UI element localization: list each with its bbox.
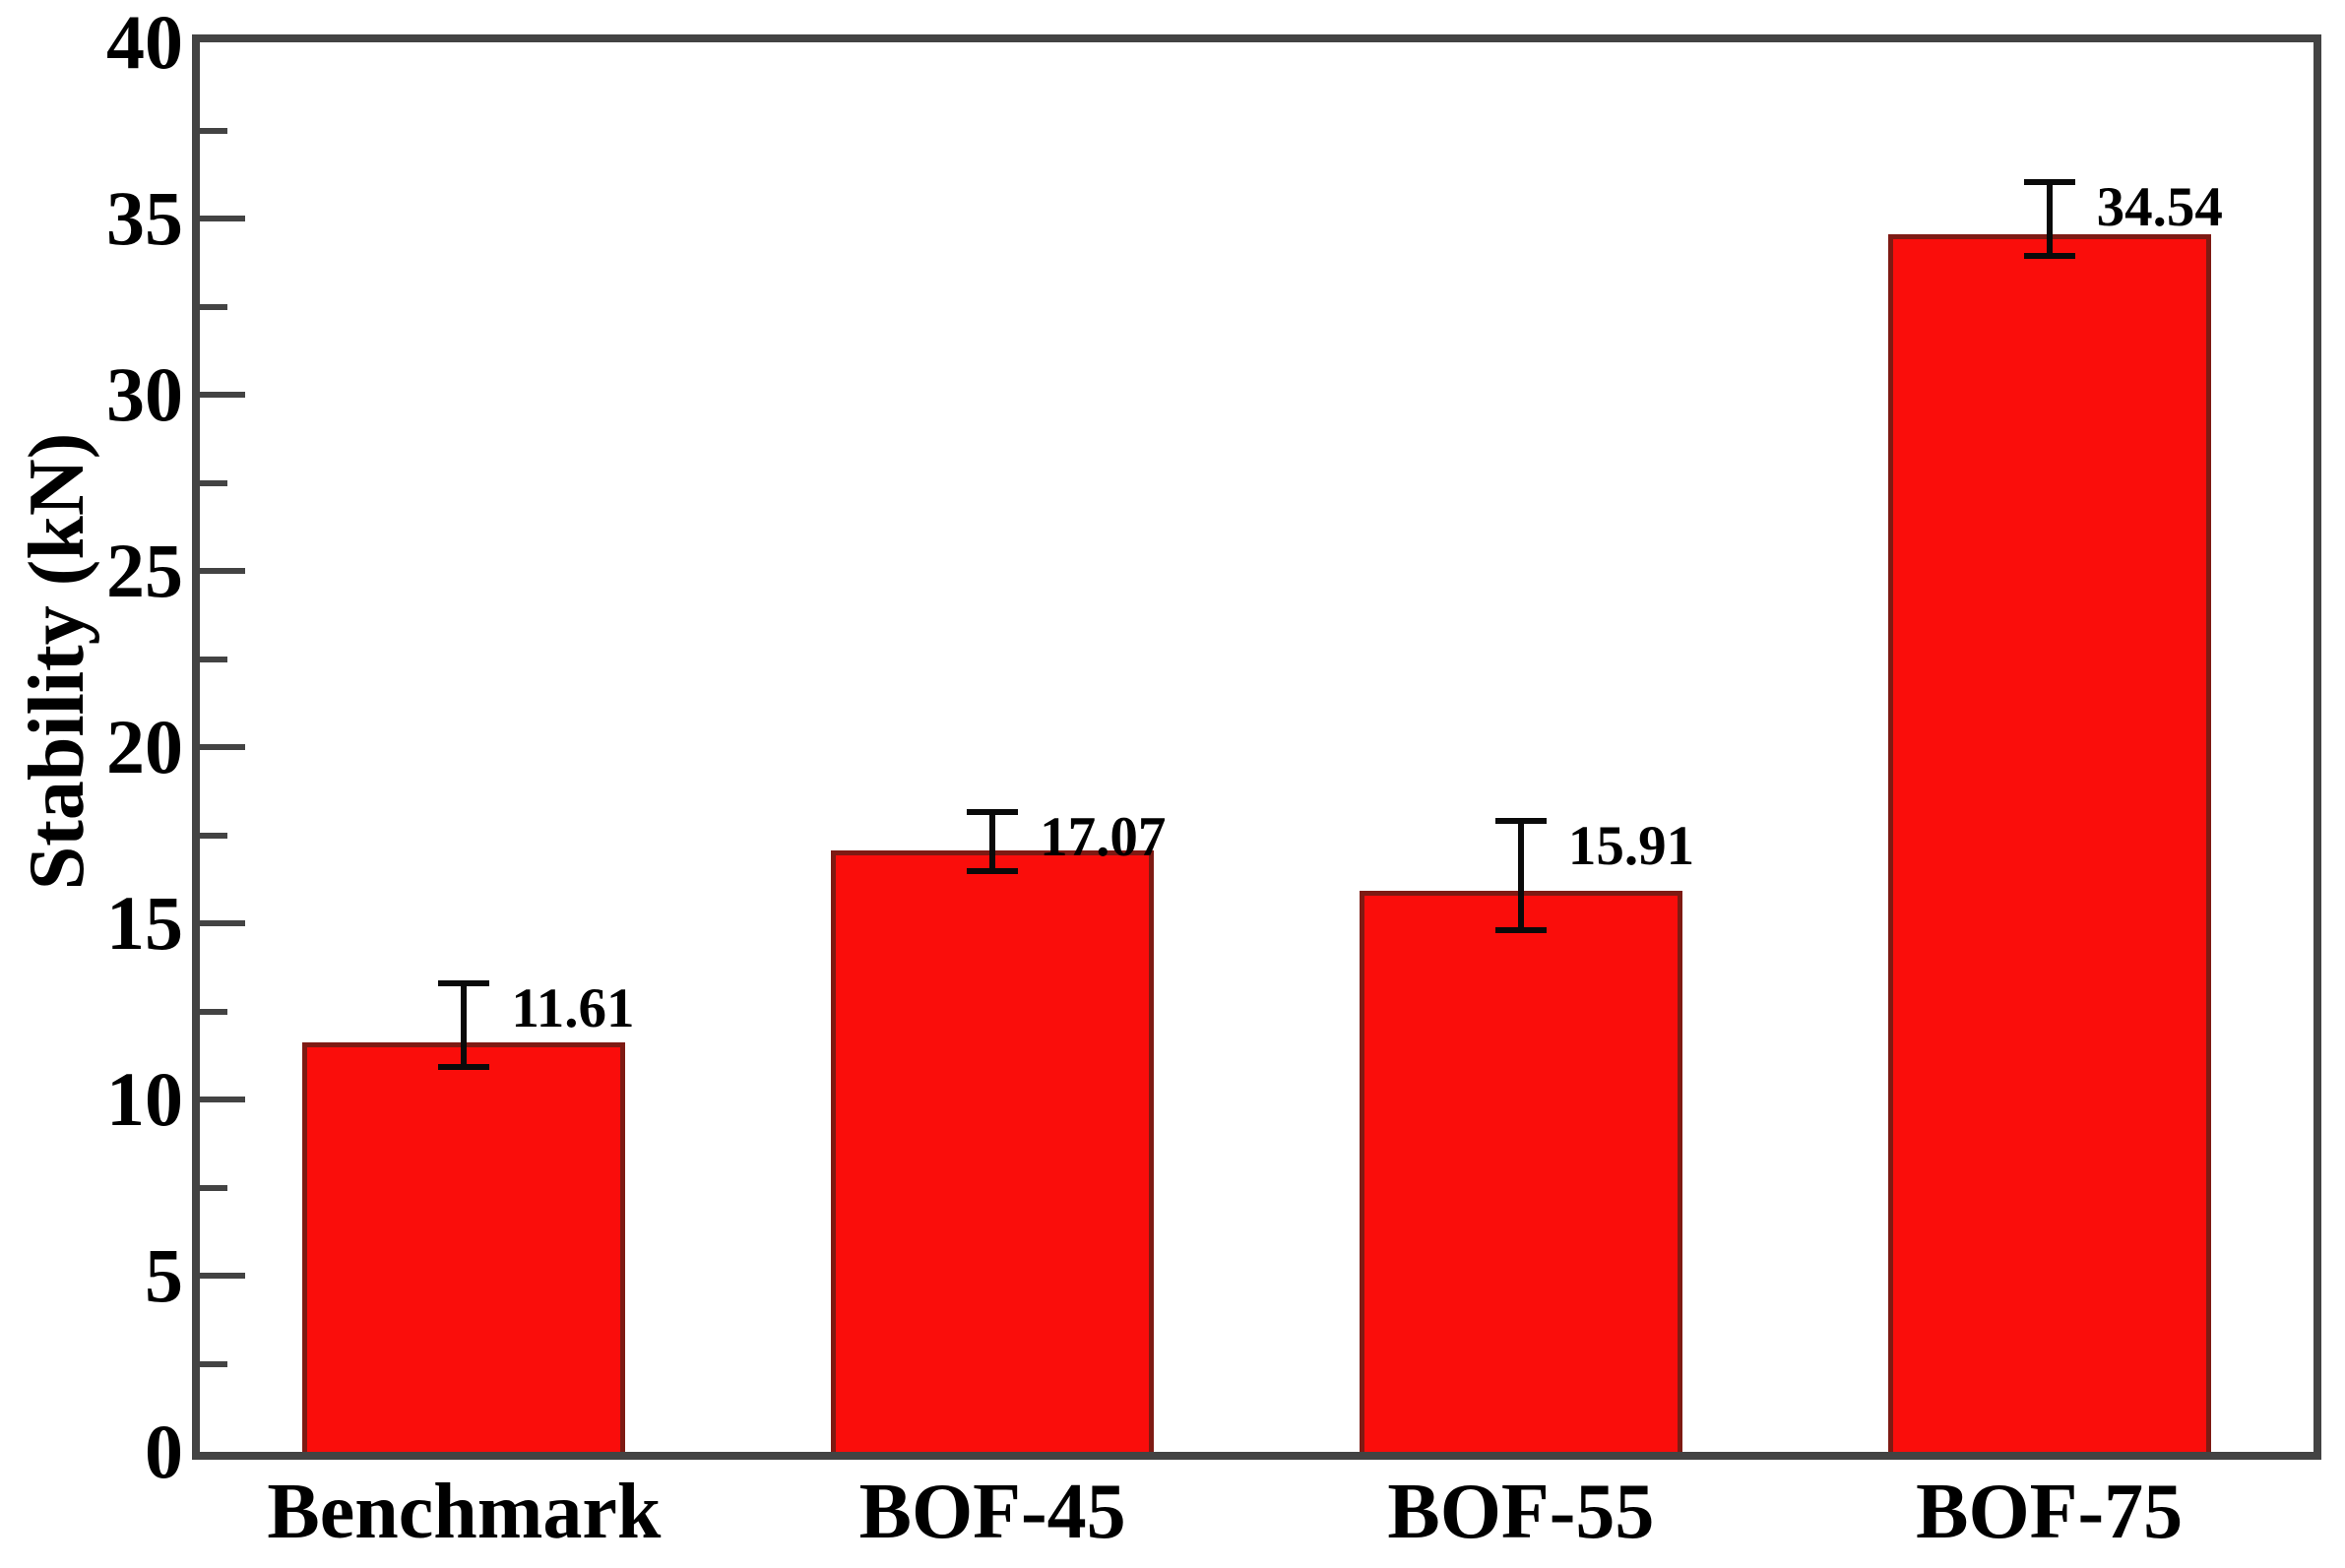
y-major-tick [200, 1273, 245, 1279]
y-minor-tick [200, 656, 227, 662]
error-bar-cap-bottom [1494, 926, 1547, 933]
error-bar-cap-top [2023, 178, 2075, 185]
y-minor-tick [200, 479, 227, 486]
bar-bof-45 [831, 849, 1155, 1452]
error-bar-cap-bottom [2023, 252, 2075, 259]
y-major-tick [200, 216, 245, 221]
error-bar-line [1517, 820, 1524, 930]
error-bar-line [461, 982, 468, 1068]
bar-benchmark [302, 1042, 626, 1452]
y-major-tick [200, 920, 245, 926]
y-minor-tick [200, 1008, 227, 1015]
error-bar-cap-bottom [438, 1064, 490, 1071]
bar-bof-55 [1359, 891, 1682, 1452]
y-major-tick [200, 568, 245, 574]
y-minor-tick [200, 303, 227, 310]
bar-value-label: 11.61 [511, 976, 635, 1039]
y-major-tick [200, 744, 245, 750]
y-minor-tick [200, 1360, 227, 1367]
y-axis-title: Stability (kN) [14, 432, 100, 891]
x-tick-label-bof-45: BOF-45 [858, 1469, 1126, 1555]
y-minor-tick [200, 832, 227, 839]
y-minor-tick [200, 127, 227, 134]
y-minor-tick [200, 1184, 227, 1191]
y-major-tick [200, 392, 245, 398]
y-tick-label: 15 [106, 880, 183, 966]
x-tick-label-benchmark: Benchmark [267, 1469, 662, 1555]
error-bar-cap-bottom [967, 868, 1019, 875]
y-tick-label: 30 [106, 351, 183, 437]
plot-area: 11.61 17.07 15.91 34.54 [192, 34, 2321, 1460]
error-bar-cap-top [438, 979, 490, 986]
bar-value-label: 15.91 [1567, 814, 1695, 877]
y-tick-label: 20 [106, 704, 183, 789]
y-major-tick [200, 1097, 245, 1102]
y-tick-label: 35 [106, 175, 183, 261]
y-tick-label: 10 [106, 1056, 183, 1142]
error-bar-cap-top [967, 808, 1019, 815]
y-tick-label: 40 [106, 0, 183, 85]
x-tick-label-bof-55: BOF-55 [1387, 1469, 1655, 1555]
y-tick-label: 0 [145, 1409, 183, 1494]
error-bar-cap-top [1494, 817, 1547, 824]
x-tick-label-bof-75: BOF-75 [1916, 1469, 2184, 1555]
y-tick-label: 5 [145, 1232, 183, 1318]
error-bar-line [989, 811, 996, 872]
bar-value-label: 34.54 [2096, 175, 2223, 238]
bar-value-label: 17.07 [1040, 805, 1167, 868]
error-bar-line [2046, 181, 2053, 256]
y-tick-label: 25 [106, 528, 183, 613]
bar-bof-75 [1887, 234, 2211, 1452]
